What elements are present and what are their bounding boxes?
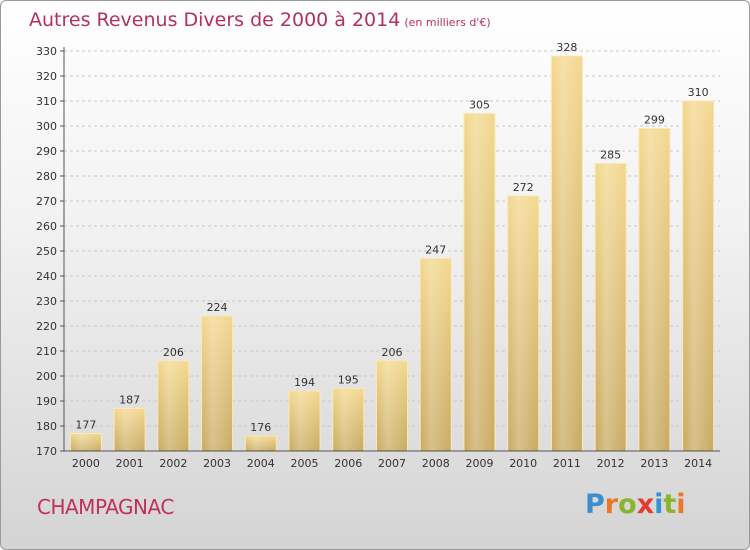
bar-shine-2006	[333, 389, 363, 450]
y-tick-label: 190	[36, 395, 57, 408]
bar-shine-2004	[246, 437, 276, 450]
bar-shine-2000	[71, 434, 101, 450]
x-tick-label: 2010	[509, 457, 537, 470]
x-tick-label: 2001	[116, 457, 144, 470]
chart-title: Autres Revenus Divers de 2000 à 2014	[29, 9, 401, 31]
x-tick-label: 2005	[291, 457, 319, 470]
y-tick-label: 290	[36, 145, 57, 158]
y-tick-label: 180	[36, 420, 57, 433]
logo-letter: P	[585, 489, 605, 520]
y-tick-label: 220	[36, 320, 57, 333]
y-tick-label: 320	[36, 70, 57, 83]
x-tick-label: 2012	[597, 457, 625, 470]
chart-subtitle: (en milliers d'€)	[404, 16, 491, 29]
x-tick-label: 2007	[378, 457, 406, 470]
y-tick-label: 260	[36, 220, 57, 233]
data-label-2005: 194	[294, 376, 315, 389]
data-label-2002: 206	[163, 346, 184, 359]
bar-shine-2013	[639, 129, 669, 450]
bar-shine-2011	[552, 57, 582, 450]
bar-shine-2010	[508, 197, 538, 450]
y-tick-label: 240	[36, 270, 57, 283]
x-tick-label: 2013	[640, 457, 668, 470]
proxiti-logo: Proxiti	[585, 489, 686, 520]
bar-shine-2005	[290, 392, 320, 450]
bar-shine-2007	[377, 362, 407, 450]
data-label-2003: 224	[207, 301, 228, 314]
y-tick-label: 250	[36, 245, 57, 258]
logo-letter: t	[663, 489, 677, 520]
data-label-2007: 206	[382, 346, 403, 359]
bar-shine-2001	[115, 409, 145, 450]
bar-shine-2012	[596, 164, 626, 450]
place-name: CHAMPAGNAC	[37, 495, 174, 519]
y-tick-label: 200	[36, 370, 57, 383]
data-label-2013: 299	[644, 114, 665, 127]
logo-letter: i	[654, 489, 664, 520]
y-tick-label: 210	[36, 345, 57, 358]
x-tick-label: 2004	[247, 457, 275, 470]
x-tick-label: 2014	[684, 457, 712, 470]
y-tick-label: 270	[36, 195, 57, 208]
logo-letter: i	[676, 489, 686, 520]
bar-shine-2003	[202, 317, 232, 450]
bar-shine-2002	[158, 362, 188, 450]
data-label-2006: 195	[338, 374, 359, 387]
data-label-2000: 177	[75, 419, 96, 432]
x-tick-label: 2011	[553, 457, 581, 470]
y-tick-label: 280	[36, 170, 57, 183]
bar-shine-2014	[683, 102, 713, 450]
y-tick-label: 330	[36, 45, 57, 58]
data-label-2011: 328	[556, 41, 577, 54]
bar-shine-2009	[464, 114, 494, 450]
data-label-2012: 285	[600, 149, 621, 162]
y-tick-label: 310	[36, 95, 57, 108]
x-tick-label: 2008	[422, 457, 450, 470]
data-label-2010: 272	[513, 181, 534, 194]
x-tick-label: 2006	[334, 457, 362, 470]
x-tick-label: 2000	[72, 457, 100, 470]
bar-shine-2008	[421, 259, 451, 450]
data-label-2004: 176	[250, 421, 271, 434]
data-label-2001: 187	[119, 394, 140, 407]
logo-letter: x	[636, 489, 655, 520]
data-label-2009: 305	[469, 99, 490, 112]
chart-title-block: Autres Revenus Divers de 2000 à 2014 (en …	[29, 9, 491, 31]
logo-letter: o	[618, 489, 637, 520]
data-label-2014: 310	[688, 86, 709, 99]
x-tick-label: 2003	[203, 457, 231, 470]
data-label-2008: 247	[425, 244, 446, 257]
y-tick-label: 230	[36, 295, 57, 308]
x-tick-label: 2002	[159, 457, 187, 470]
x-tick-label: 2009	[465, 457, 493, 470]
logo-letter: r	[604, 489, 619, 520]
y-tick-label: 170	[36, 445, 57, 458]
y-tick-label: 300	[36, 120, 57, 133]
